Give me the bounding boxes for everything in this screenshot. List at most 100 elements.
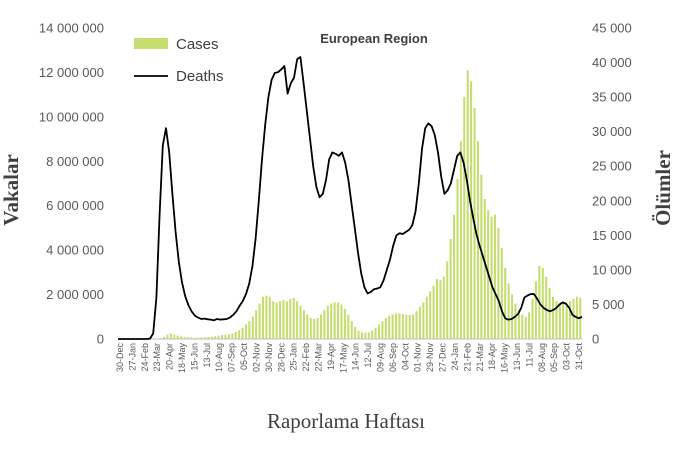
cases-bar <box>408 315 411 339</box>
cases-bar <box>456 179 459 339</box>
cases-bar <box>524 316 527 339</box>
left-tick-label: 6 000 000 <box>46 198 104 213</box>
x-tick-label: 27-Jan <box>127 343 137 371</box>
cases-bar <box>493 214 497 339</box>
cases-bar <box>391 314 394 339</box>
deaths-line <box>118 56 583 340</box>
cases-bar <box>415 311 418 339</box>
legend-cases-label: Cases <box>176 36 219 53</box>
cases-bar <box>258 303 261 339</box>
legend-deaths-label: Deaths <box>176 68 224 85</box>
cases-bar <box>319 314 323 339</box>
x-tick-label: 02-Nov <box>251 343 261 373</box>
cases-bar <box>306 314 309 339</box>
cases-bar <box>449 239 452 339</box>
right-axis-title: Ölümler <box>651 150 675 226</box>
right-tick-label: 20 000 <box>592 193 632 208</box>
cases-bar <box>534 281 537 339</box>
x-tick-label: 07-Sep <box>227 343 237 372</box>
cases-bar <box>197 337 200 339</box>
cases-bar <box>483 199 486 339</box>
x-tick-label: 10-Aug <box>214 343 224 372</box>
x-tick-label: 13-Jul <box>202 343 212 368</box>
cases-bar <box>514 303 517 339</box>
cases-bar <box>227 334 230 339</box>
x-tick-label: 24-Feb <box>140 343 150 372</box>
cases-bar <box>313 319 316 339</box>
cases-bar <box>193 337 196 339</box>
cases-bar <box>418 306 421 339</box>
cases-bar <box>200 337 203 339</box>
x-tick-label: 15-Jun <box>189 343 199 371</box>
cases-bar <box>435 279 439 339</box>
cases-bar <box>292 297 295 339</box>
cases-bar <box>248 321 251 339</box>
x-tick-label: 25-Jan <box>289 343 299 371</box>
x-tick-label: 12-Jul <box>363 343 373 368</box>
cases-bar <box>463 96 466 339</box>
right-tick-label: 40 000 <box>592 55 632 70</box>
cases-bar <box>360 332 363 339</box>
cases-bar <box>231 333 234 339</box>
cases-bar <box>217 335 220 339</box>
left-tick-label: 2 000 000 <box>46 287 104 302</box>
right-axis-ticks: 0 5 000 10 000 15 000 20 000 25 000 30 000 35 0… <box>592 21 632 347</box>
cases-bar <box>395 313 398 339</box>
right-tick-label: 5 000 <box>592 297 625 312</box>
cases-bar <box>214 336 217 339</box>
cases-bar <box>429 291 432 339</box>
cases-bar <box>558 303 561 339</box>
x-tick-label: 19-Apr <box>326 343 336 370</box>
right-tick-label: 45 000 <box>592 21 632 36</box>
cases-bar <box>299 305 302 339</box>
cases-bar <box>186 337 189 339</box>
right-tick-label: 35 000 <box>592 90 632 105</box>
x-tick-label: 06-Sep <box>388 343 398 372</box>
cases-bar <box>569 301 572 339</box>
cases-bar <box>521 314 524 339</box>
x-tick-label: 04-Oct <box>400 343 410 371</box>
cases-bar <box>241 327 244 339</box>
cases-bar <box>354 326 357 339</box>
x-tick-label: 20-Apr <box>165 343 175 370</box>
cases-bars <box>159 70 582 340</box>
cases-bar <box>159 337 162 339</box>
cases-bar <box>398 313 401 339</box>
cases-bar <box>337 302 340 339</box>
x-tick-label: 11-Jul <box>524 343 534 367</box>
cases-bar <box>381 321 384 339</box>
cases-bar <box>244 324 247 339</box>
cases-bar <box>422 302 425 339</box>
cases-bar <box>210 336 213 339</box>
cases-bar <box>425 296 428 339</box>
cases-bar <box>545 276 548 339</box>
x-tick-label: 28-Dec <box>276 343 286 373</box>
cases-bar <box>169 333 172 339</box>
cases-bar <box>548 287 551 339</box>
cases-bar <box>282 300 285 340</box>
cases-bar <box>279 301 282 339</box>
chart-title: European Region <box>320 31 428 46</box>
cases-bar <box>466 70 469 340</box>
cases-bar <box>572 299 575 339</box>
cases-bar <box>517 310 520 339</box>
left-tick-label: 8 000 000 <box>46 154 104 169</box>
x-tick-label: 16-May <box>500 343 510 374</box>
x-tick-label: 23-Mar <box>152 343 162 372</box>
cases-bar <box>377 324 381 339</box>
cases-bar <box>459 141 462 339</box>
cases-bar <box>490 216 493 339</box>
cases-bar <box>401 314 404 339</box>
right-tick-label: 0 <box>592 332 599 347</box>
cases-bar <box>357 330 360 339</box>
cases-bar <box>255 310 258 339</box>
cases-bar <box>326 305 329 339</box>
cases-bar <box>405 314 408 339</box>
cases-bar <box>180 336 183 339</box>
cases-bar <box>562 303 565 339</box>
cases-bar <box>541 267 544 339</box>
cases-bar <box>350 321 353 339</box>
cases-bar <box>384 317 387 339</box>
cases-bar <box>528 312 531 339</box>
cases-bar <box>183 336 186 339</box>
